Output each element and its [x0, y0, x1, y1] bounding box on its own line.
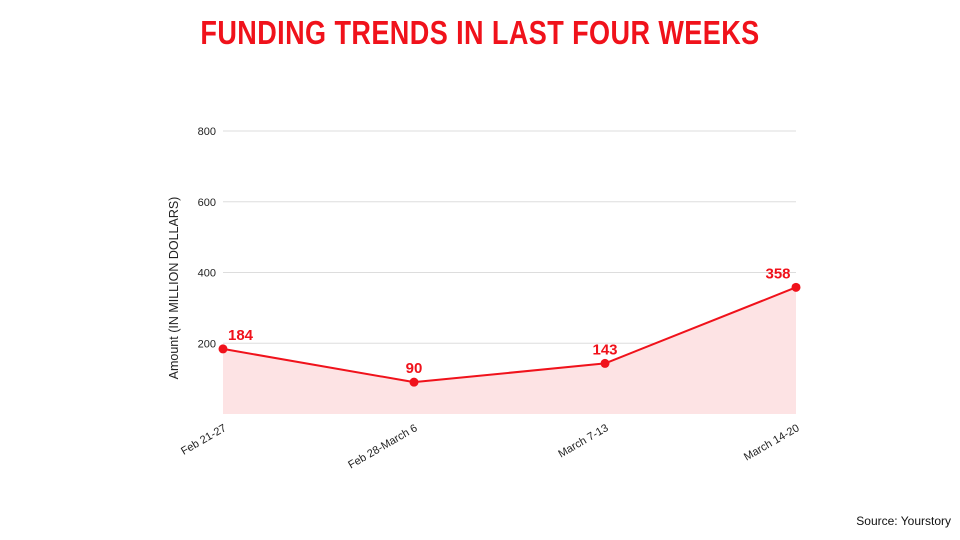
series-line	[222, 286, 797, 384]
gridlines	[223, 130, 796, 344]
data-label: 358	[765, 265, 790, 282]
data-points	[218, 282, 801, 387]
chart-title: FUNDING TRENDS IN LAST FOUR WEEKS	[200, 14, 760, 51]
x-tick-label: March 14-20	[742, 422, 801, 463]
data-label: 143	[592, 341, 617, 358]
data-label: 184	[228, 327, 254, 344]
y-tick-label: 800	[198, 126, 216, 138]
data-point	[600, 358, 610, 368]
area-fill	[223, 287, 796, 414]
area-fill-layer	[223, 287, 796, 414]
y-axis-title: Amount (IN MILLION DOLLARS)	[167, 197, 181, 380]
x-tick-label: March 7-13	[556, 422, 610, 460]
x-axis-ticks: Feb 21-27 Feb 28-March 6 March 7-13 March 1…	[179, 422, 801, 471]
x-tick-label: Feb 21-27	[179, 422, 228, 457]
x-tick-label: Feb 28-March 6	[346, 422, 419, 471]
data-labels: 184 90 143 358	[228, 265, 791, 377]
y-tick-label: 200	[198, 338, 216, 350]
y-axis-ticks: 200 400 600 800	[198, 126, 216, 350]
data-point	[409, 377, 419, 387]
data-point	[218, 344, 228, 354]
y-tick-label: 400	[198, 268, 216, 280]
series-line-layer	[222, 286, 797, 384]
y-tick-label: 600	[198, 197, 216, 209]
data-point	[791, 282, 801, 292]
source-note: Source: Yourstory	[856, 514, 951, 528]
data-label: 90	[406, 360, 423, 377]
